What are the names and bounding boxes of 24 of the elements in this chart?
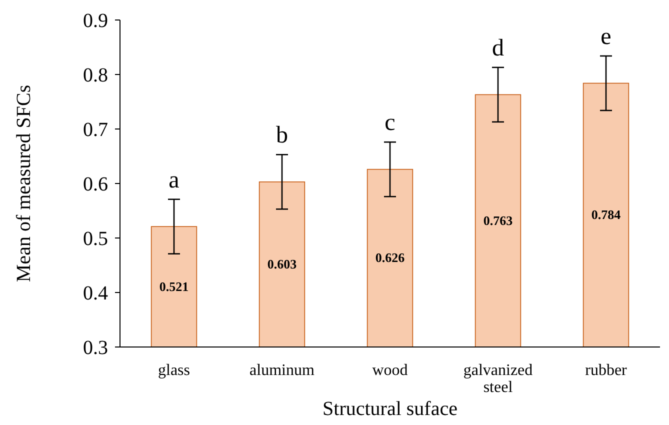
y-axis-title: Mean of measured SFCs <box>13 84 35 282</box>
x-tick-label: aluminum <box>250 362 315 379</box>
y-tick-label: 0.3 <box>83 337 108 359</box>
x-tick-label: rubber <box>585 362 628 379</box>
x-axis-title: Structural suface <box>322 398 458 420</box>
annotation: a <box>168 167 180 194</box>
data-label: 0.763 <box>483 212 514 228</box>
data-label: 0.784 <box>591 207 622 222</box>
y-tick-label: 0.6 <box>83 174 108 196</box>
y-tick-label: 0.4 <box>83 282 108 304</box>
annotation: b <box>276 122 288 149</box>
annotation: c <box>384 110 396 136</box>
annotation: e <box>600 24 612 50</box>
data-label: 0.521 <box>159 278 189 294</box>
x-tick-label: wood <box>372 362 408 379</box>
x-tick-label: galvanized steel <box>463 362 533 396</box>
y-tick-label: 0.8 <box>83 64 108 86</box>
annotation: d <box>492 35 504 62</box>
x-tick-label: glass <box>158 362 190 379</box>
y-tick-label: 0.9 <box>83 10 108 32</box>
y-tick-label: 0.5 <box>83 228 108 250</box>
y-tick-label: 0.7 <box>83 119 108 141</box>
data-label: 0.626 <box>375 250 406 266</box>
data-label: 0.603 <box>267 256 298 272</box>
